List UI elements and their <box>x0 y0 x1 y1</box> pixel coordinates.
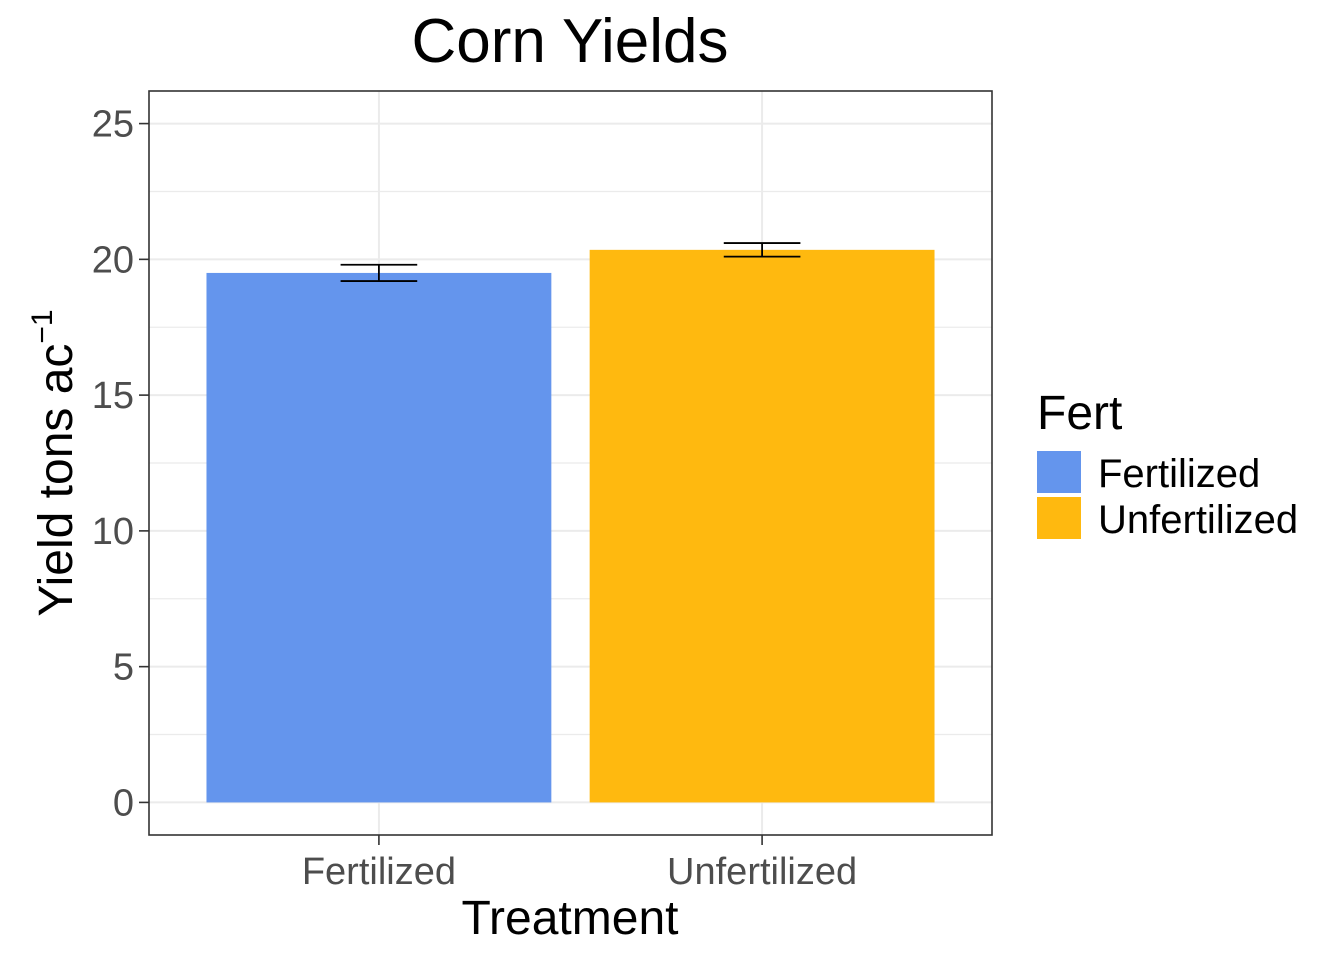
legend-label-0: Fertilized <box>1098 452 1260 496</box>
y-axis: 0 5 10 15 20 25 <box>92 104 149 824</box>
x-axis: Fertilized Unfertilized <box>302 835 857 893</box>
x-tick-label: Unfertilized <box>667 851 857 893</box>
x-tick-label: Fertilized <box>302 851 456 893</box>
y-axis-title-main: Yield tons ac <box>30 344 83 617</box>
plot-border <box>148 90 993 836</box>
legend-key-1 <box>1037 497 1081 539</box>
error-bars <box>340 242 801 282</box>
y-tick-label: 0 <box>113 782 134 824</box>
y-tick-label: 15 <box>92 375 134 417</box>
y-tick-label: 25 <box>92 104 134 146</box>
y-tick-label: 20 <box>92 239 134 281</box>
legend-title: Fert <box>1037 387 1122 440</box>
y-tick-label: 5 <box>113 647 134 689</box>
bars <box>206 249 935 803</box>
y-tick-label: 10 <box>92 511 134 553</box>
y-axis-title-superscript: −1 <box>26 309 59 343</box>
chart-title: Corn Yields <box>411 7 728 76</box>
legend-key-0 <box>1037 451 1081 493</box>
bar-0 <box>206 272 552 803</box>
bar-1 <box>589 249 935 803</box>
y-axis-title: Yield tons ac−1 <box>26 309 83 616</box>
legend-label-1: Unfertilized <box>1098 498 1298 542</box>
x-axis-title: Treatment <box>462 892 679 945</box>
